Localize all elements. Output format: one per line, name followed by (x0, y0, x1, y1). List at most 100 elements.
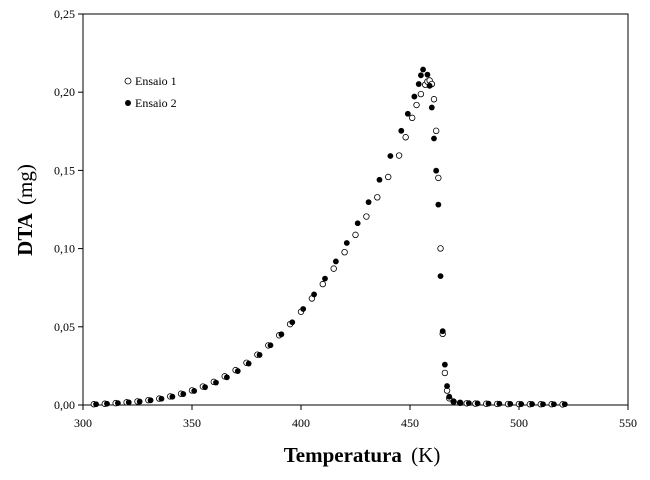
x-tick-label: 400 (292, 416, 310, 430)
series-layer (90, 66, 568, 408)
data-point-1 (435, 174, 442, 182)
y-axis-title-text: DTA (13, 212, 37, 256)
data-point-2 (457, 399, 464, 406)
data-point-2 (223, 374, 230, 381)
data-point-1 (352, 231, 359, 239)
data-point-2 (343, 240, 350, 246)
data-point-2 (415, 81, 422, 87)
data-point-1 (413, 101, 420, 109)
data-point-2 (311, 291, 317, 298)
data-point-2 (428, 104, 435, 111)
series-2 (93, 66, 568, 408)
y-tick-label: 0,00 (54, 398, 75, 412)
legend: Ensaio 1 Ensaio 2 (124, 74, 177, 110)
data-point-2 (439, 328, 446, 335)
data-point-2 (125, 399, 132, 406)
legend-marker-ensaio-1 (124, 77, 132, 85)
x-tick-label: 550 (619, 416, 637, 430)
data-point-2 (465, 400, 472, 407)
data-point-1 (330, 265, 337, 272)
data-point-2 (322, 275, 328, 282)
x-tick-label: 500 (510, 416, 528, 430)
x-tick-label: 300 (74, 416, 92, 430)
data-point-2 (426, 82, 433, 89)
data-point-2 (433, 167, 440, 174)
x-axis-title: Temperatura (K) (284, 443, 441, 467)
y-tick-label: 0,05 (54, 320, 75, 334)
data-point-2 (354, 220, 361, 227)
data-point-2 (332, 258, 339, 265)
data-point-2 (444, 383, 450, 389)
data-point-2 (93, 401, 99, 408)
data-point-2 (365, 199, 372, 206)
data-point-2 (441, 361, 448, 368)
data-point-2 (213, 379, 219, 386)
y-tick-label: 0,15 (54, 163, 75, 177)
data-point-1 (363, 213, 370, 220)
data-point-1 (437, 245, 444, 252)
data-point-2 (529, 401, 535, 407)
data-point-2 (550, 401, 557, 408)
x-tick-label: 350 (183, 416, 201, 430)
data-point-2 (420, 66, 426, 73)
data-point-2 (431, 135, 437, 142)
data-point-2 (450, 398, 457, 405)
data-point-1 (385, 173, 392, 181)
data-point-1 (432, 127, 440, 135)
plot-area (82, 13, 629, 406)
y-axis-ticks: 0,00 0,05 0,10 0,15 0,20 0,25 (54, 7, 83, 412)
data-point-2 (398, 127, 405, 134)
data-point-1 (417, 90, 425, 98)
data-point-2 (418, 72, 424, 79)
data-point-2 (507, 401, 514, 407)
data-point-2 (474, 400, 481, 407)
legend-marker-ensaio-2 (125, 100, 131, 106)
data-point-1 (441, 369, 449, 377)
data-point-1 (430, 96, 438, 103)
data-point-2 (437, 273, 444, 280)
data-point-2 (114, 400, 121, 407)
x-axis-title-unit: (K) (411, 443, 440, 467)
data-point-2 (180, 391, 187, 397)
data-point-2 (485, 400, 492, 407)
data-point-2 (256, 352, 263, 358)
data-point-2 (424, 71, 431, 78)
data-point-1 (341, 248, 348, 256)
legend-label-ensaio-1: Ensaio 1 (135, 74, 177, 88)
data-point-2 (446, 393, 453, 400)
data-point-2 (278, 331, 285, 338)
data-point-2 (202, 384, 208, 391)
data-point-2 (496, 400, 503, 407)
data-point-2 (540, 401, 546, 408)
data-point-2 (387, 153, 394, 159)
data-point-2 (245, 360, 252, 367)
data-point-2 (267, 342, 274, 349)
legend-label-ensaio-2: Ensaio 2 (135, 96, 177, 110)
data-point-1 (374, 194, 381, 201)
data-point-2 (169, 393, 176, 400)
data-point-2 (289, 319, 296, 326)
data-point-2 (234, 368, 241, 374)
y-tick-label: 0,20 (54, 85, 75, 99)
data-point-1 (408, 114, 416, 122)
x-tick-label: 450 (401, 416, 419, 430)
data-point-2 (376, 176, 383, 183)
data-point-2 (136, 398, 143, 405)
data-point-2 (518, 401, 525, 407)
data-point-1 (319, 280, 326, 288)
y-axis-title-unit: (mg) (13, 164, 37, 205)
x-axis-title-text: Temperatura (284, 443, 403, 467)
data-point-2 (158, 395, 165, 402)
data-point-2 (104, 400, 110, 407)
data-point-2 (435, 201, 442, 208)
y-axis-title: DTA (mg) (13, 164, 37, 256)
y-tick-label: 0,10 (54, 242, 75, 256)
data-point-2 (411, 93, 418, 100)
y-tick-label: 0,25 (54, 7, 75, 21)
data-point-2 (300, 306, 307, 312)
data-point-2 (191, 388, 198, 394)
data-point-2 (561, 401, 568, 408)
data-point-1 (402, 134, 409, 141)
data-point-2 (147, 397, 154, 404)
